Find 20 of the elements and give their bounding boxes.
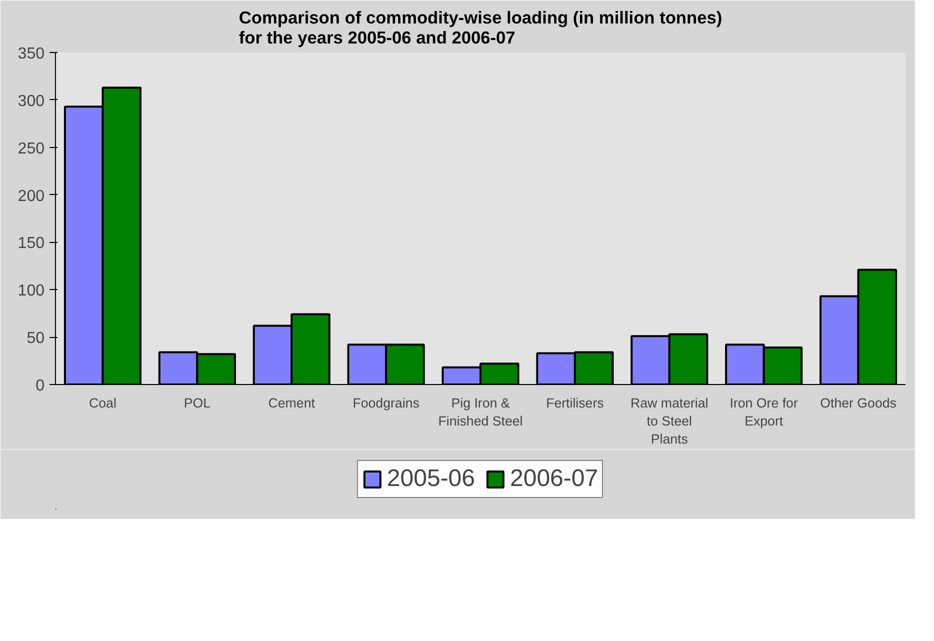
- y-tick-label: 50: [26, 330, 45, 348]
- legend-label: 2005-06: [386, 465, 475, 493]
- y-tick-label: 150: [18, 235, 45, 252]
- x-tick-label: Foodgrains: [352, 396, 420, 410]
- y-tick-label: 200: [18, 188, 45, 205]
- y-tick-label: 250: [18, 140, 45, 158]
- y-tick-label: 100: [18, 282, 45, 300]
- legend-label: 2006-07: [510, 465, 598, 493]
- x-tick-label: Coal: [89, 396, 116, 410]
- x-tick-label: POL: [184, 396, 211, 410]
- x-tick-label: Fertilisers: [546, 396, 604, 410]
- x-tick-label: Iron Ore for Export: [730, 396, 798, 428]
- x-tick-label: Raw material to Steel Plants: [630, 396, 708, 446]
- x-tick-label: Cement: [268, 396, 316, 410]
- x-tick-label: Pig Iron & Finished Steel: [438, 396, 523, 428]
- y-tick-label: 0: [36, 378, 45, 394]
- y-tick-label: 350: [18, 46, 45, 62]
- y-tick-label: 300: [18, 92, 45, 110]
- chart-title: Comparison of commodity-wise loading (in million tonnes) for the years 2005-06 and 2006-07: [238, 8, 722, 48]
- x-tick-label: Other Goods: [820, 396, 897, 410]
